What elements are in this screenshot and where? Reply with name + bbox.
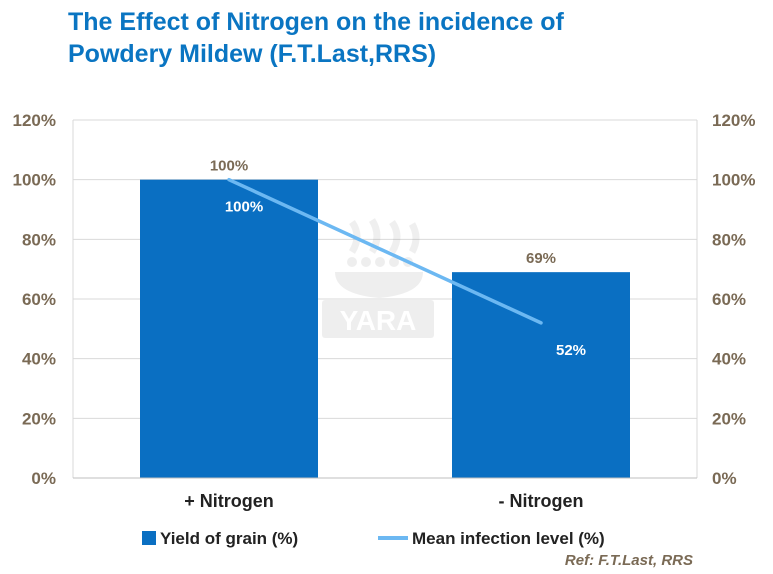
watermark-plate xyxy=(322,300,434,338)
y-tick-label-left: 80% xyxy=(22,230,56,249)
y-tick-label-left: 40% xyxy=(22,350,56,369)
y-tick-label-right: 60% xyxy=(712,290,746,309)
x-tick-label: - Nitrogen xyxy=(499,491,584,511)
legend-swatch-bar xyxy=(142,531,156,545)
y-tick-label-right: 120% xyxy=(712,111,755,130)
y-tick-label-left: 0% xyxy=(31,469,56,488)
chart-title: The Effect of Nitrogen on the incidence … xyxy=(68,6,708,70)
y-tick-label-right: 80% xyxy=(712,230,746,249)
y-tick-label-left: 100% xyxy=(13,171,56,190)
watermark-sails xyxy=(348,218,420,254)
chart-title-line1: The Effect of Nitrogen on the incidence … xyxy=(68,8,564,36)
y-tick-label-left: 60% xyxy=(22,290,56,309)
y-tick-label-right: 40% xyxy=(712,350,746,369)
chart-title-line2: Powdery Mildew (F.T.Last,RRS) xyxy=(68,40,437,68)
bar-data-label: 100% xyxy=(210,158,248,175)
line-point xyxy=(227,178,231,182)
x-tick-label: + Nitrogen xyxy=(184,491,274,511)
y-tick-label-right: 100% xyxy=(712,171,755,190)
line-data-label: 52% xyxy=(556,342,586,359)
y-tick-label-left: 20% xyxy=(22,409,56,428)
yara-watermark-logo: YARA xyxy=(322,218,434,338)
y-tick-label-left: 120% xyxy=(13,111,56,130)
watermark-text: YARA xyxy=(340,305,417,336)
series-line xyxy=(227,177,543,325)
reference-note: Ref: F.T.Last, RRS xyxy=(564,552,693,569)
legend-label: Mean infection level (%) xyxy=(412,529,605,548)
y-tick-label-right: 0% xyxy=(712,469,737,488)
legend: Yield of grain (%) Mean infection level (… xyxy=(142,529,605,548)
line-point xyxy=(539,321,543,325)
line-data-label: 100% xyxy=(225,199,263,216)
bar-data-label: 69% xyxy=(526,250,556,267)
watermark-ship-hull xyxy=(335,272,423,298)
bar xyxy=(452,272,630,478)
legend-label: Yield of grain (%) xyxy=(160,529,298,548)
y-tick-label-right: 20% xyxy=(712,409,746,428)
bar xyxy=(140,179,318,478)
